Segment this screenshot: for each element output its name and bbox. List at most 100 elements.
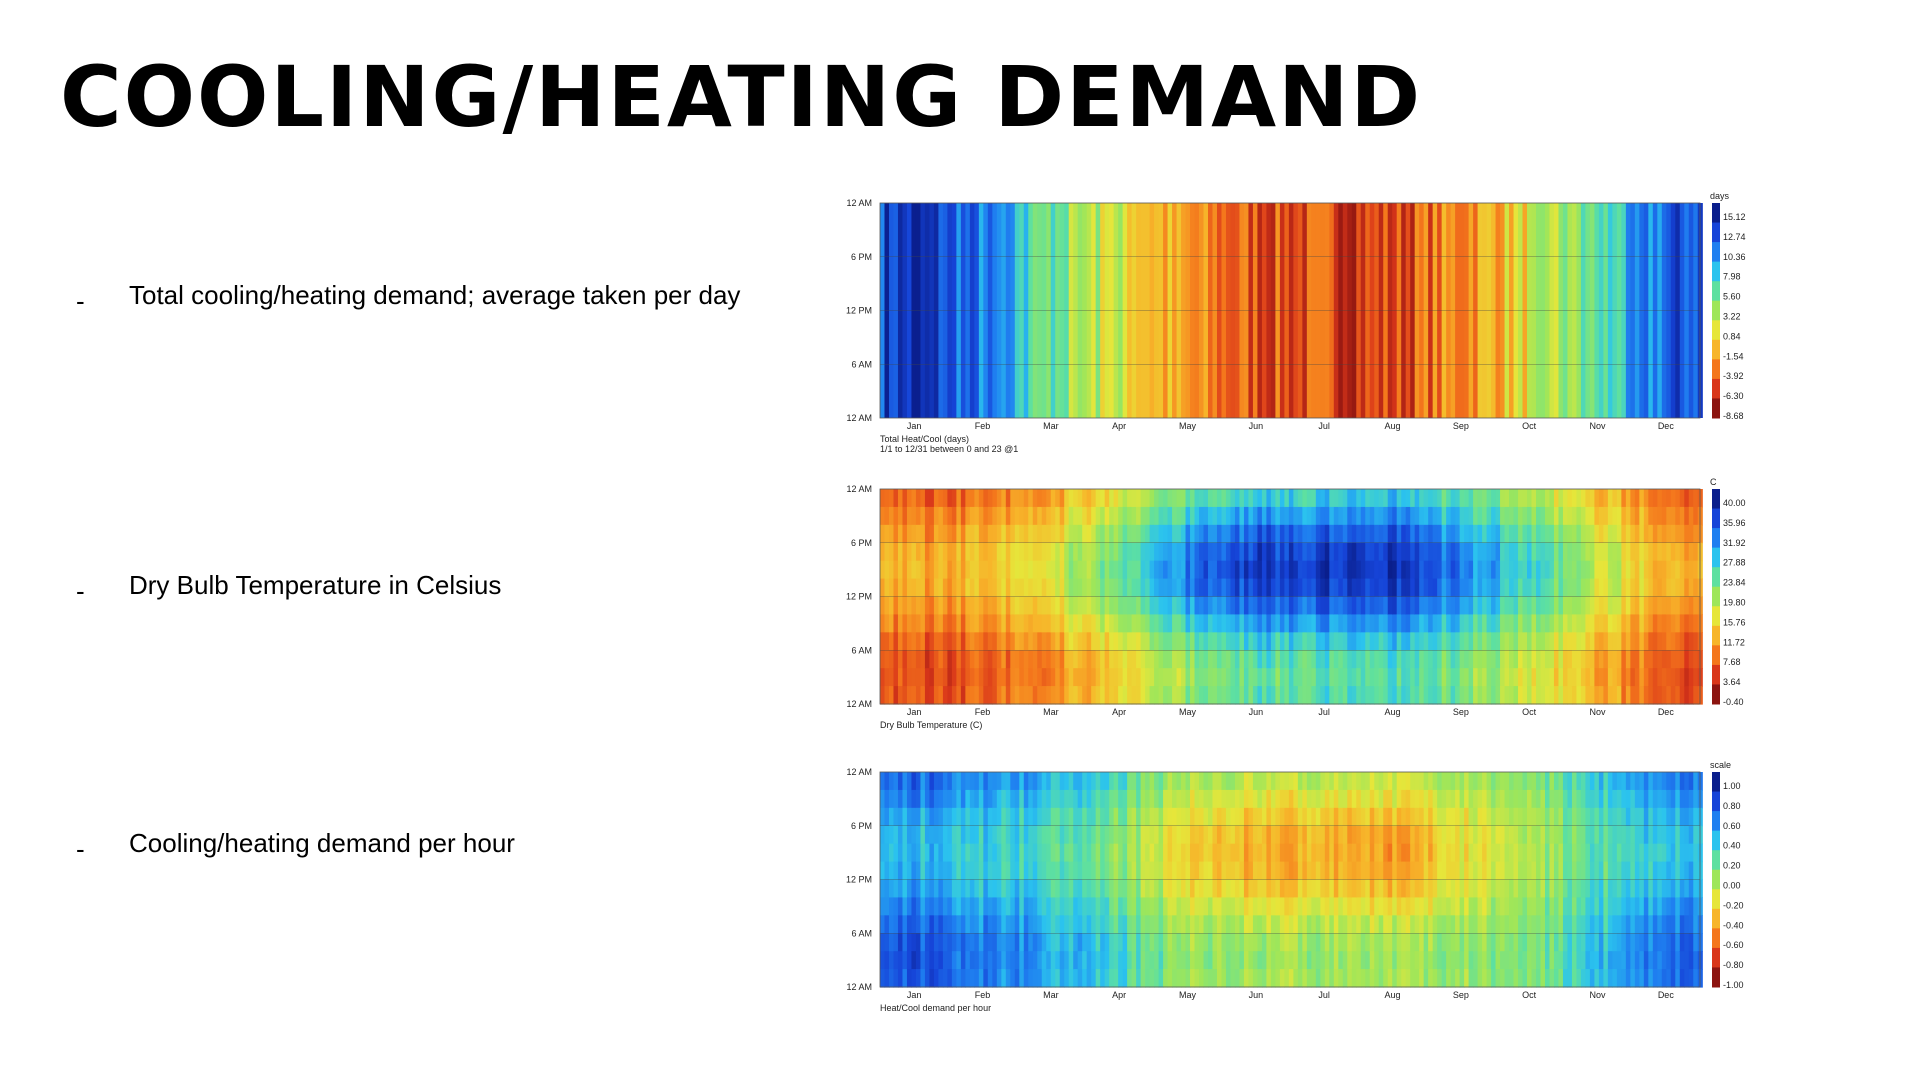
heatmap-cell bbox=[1432, 686, 1438, 705]
heatmap-cell bbox=[1243, 596, 1250, 616]
heatmap-cell bbox=[1257, 686, 1263, 705]
heatmap-cell bbox=[1216, 789, 1223, 809]
heatmap-cell bbox=[960, 524, 966, 544]
heatmap-cell bbox=[1158, 807, 1164, 827]
heatmap-cell bbox=[897, 879, 904, 899]
heatmap-cell bbox=[1634, 897, 1640, 916]
heatmap-cell bbox=[1266, 596, 1272, 616]
heatmap-cell bbox=[1333, 542, 1339, 562]
heatmap-cell bbox=[1342, 650, 1348, 669]
heatmap-cell bbox=[1401, 969, 1407, 988]
heatmap-cell bbox=[1410, 686, 1416, 705]
heatmap-cell bbox=[1500, 578, 1506, 598]
heatmap-cell bbox=[1648, 632, 1654, 651]
heatmap-cell bbox=[1639, 542, 1645, 562]
heatmap-cell bbox=[1284, 969, 1290, 988]
heatmap-cell bbox=[996, 668, 1002, 687]
heatmap-cell bbox=[1055, 772, 1061, 791]
heatmap-cell bbox=[1234, 843, 1241, 863]
heatmap-cell bbox=[1064, 686, 1070, 705]
heatmap-cell bbox=[1266, 614, 1272, 633]
heatmap-cell bbox=[1239, 489, 1245, 508]
heatmap-cell bbox=[1127, 524, 1133, 544]
heatmap-cell bbox=[929, 825, 935, 845]
heatmap-cell bbox=[1594, 915, 1600, 934]
heatmap-cell bbox=[1549, 789, 1555, 809]
heatmap-cell bbox=[929, 524, 935, 544]
heatmap-cell bbox=[1172, 686, 1178, 705]
heatmap-cell bbox=[960, 596, 966, 616]
heatmap-cell bbox=[1657, 789, 1663, 809]
heatmap-cell bbox=[1342, 542, 1348, 562]
heatmap-cell bbox=[1342, 614, 1348, 633]
chart-caption: Dry Bulb Temperature (C) bbox=[880, 720, 982, 730]
heatmap-cell bbox=[1338, 560, 1344, 580]
heatmap-cell bbox=[1410, 807, 1416, 827]
heatmap-cell bbox=[1360, 506, 1366, 526]
heatmap-cell bbox=[1297, 614, 1303, 633]
heatmap-cell bbox=[1014, 506, 1020, 526]
heatmap-cell bbox=[1666, 897, 1672, 916]
heatmap-cell bbox=[1464, 560, 1470, 580]
heatmap-cell bbox=[1495, 506, 1501, 526]
heatmap-cell bbox=[1396, 772, 1402, 791]
heatmap-cell bbox=[1032, 560, 1038, 580]
x-tick-label: Sep bbox=[1453, 990, 1469, 1000]
heatmap-cell bbox=[1482, 933, 1488, 952]
legend-swatch bbox=[1712, 489, 1720, 510]
heatmap-cell bbox=[1356, 489, 1362, 508]
heatmap-cell bbox=[1544, 915, 1551, 934]
heatmap-cell bbox=[1064, 560, 1070, 580]
heatmap-cell bbox=[893, 489, 899, 508]
heatmap-cell bbox=[1077, 632, 1083, 651]
heatmap-cell bbox=[1594, 614, 1600, 633]
heatmap-cell bbox=[1446, 560, 1452, 580]
heatmap-cell bbox=[1109, 951, 1115, 970]
heatmap-cell bbox=[1181, 596, 1187, 616]
x-tick-label: Apr bbox=[1112, 990, 1126, 1000]
heatmap-cell bbox=[924, 879, 931, 899]
heatmap-cell bbox=[1230, 542, 1236, 562]
heatmap-cell bbox=[1639, 879, 1645, 899]
heatmap-cell bbox=[1252, 614, 1259, 633]
heatmap-cell bbox=[1329, 614, 1335, 633]
heatmap-cell bbox=[1122, 506, 1128, 526]
heatmap-cell bbox=[987, 807, 993, 827]
heatmap-cell bbox=[1194, 789, 1200, 809]
heatmap-cell bbox=[1261, 897, 1268, 916]
heatmap-cell bbox=[1459, 596, 1465, 616]
heatmap-cell bbox=[1100, 596, 1106, 616]
heatmap-cell bbox=[1320, 933, 1326, 952]
heatmap-cell bbox=[1270, 632, 1276, 651]
heatmap-cell bbox=[902, 772, 908, 791]
heatmap-cell bbox=[1239, 897, 1245, 916]
heatmap-cell bbox=[920, 614, 926, 633]
heatmap-cell bbox=[1252, 489, 1259, 508]
heatmap-cell bbox=[1351, 933, 1357, 952]
heatmap-cell bbox=[1383, 668, 1389, 687]
heatmap-cell bbox=[1208, 596, 1214, 616]
heatmap-cell bbox=[1347, 578, 1353, 598]
heatmap-cell bbox=[1378, 542, 1384, 562]
heatmap-cell bbox=[1091, 542, 1097, 562]
heatmap-cell bbox=[1261, 506, 1268, 526]
heatmap-cell bbox=[1248, 614, 1254, 633]
heatmap-cell bbox=[1248, 969, 1254, 988]
heatmap-cell bbox=[915, 807, 922, 827]
heatmap-cell bbox=[1014, 524, 1020, 544]
heatmap-cell bbox=[1675, 632, 1681, 651]
heatmap-cell bbox=[915, 489, 922, 508]
heatmap-cell bbox=[1419, 668, 1425, 687]
heatmap-cell bbox=[1612, 524, 1618, 544]
heatmap-cell bbox=[1468, 933, 1474, 952]
heatmap-cell bbox=[1531, 578, 1537, 598]
heatmap-cell bbox=[1239, 915, 1245, 934]
heatmap-cell bbox=[1657, 506, 1663, 526]
heatmap-cell bbox=[1459, 668, 1465, 687]
heatmap-cell bbox=[1005, 560, 1011, 580]
heatmap-cell bbox=[1086, 668, 1092, 687]
heatmap-cell bbox=[947, 560, 953, 580]
heatmap-cell bbox=[969, 632, 975, 651]
heatmap-cell bbox=[1679, 879, 1685, 899]
heatmap-cell bbox=[1248, 825, 1254, 845]
